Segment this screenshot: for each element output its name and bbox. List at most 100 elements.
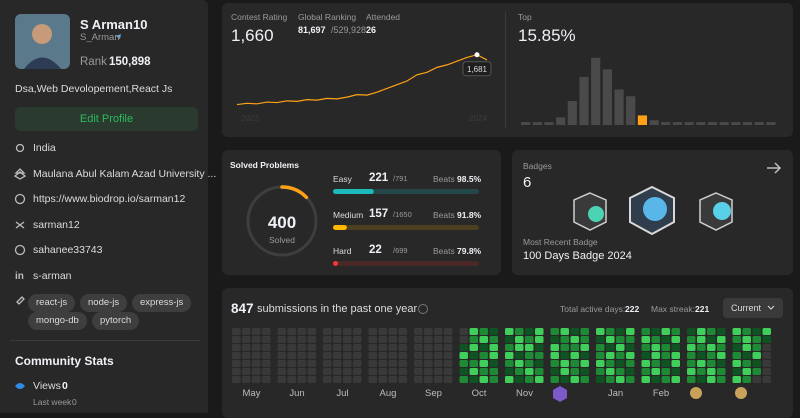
heat-cell	[707, 336, 716, 343]
rating-line	[236, 54, 488, 106]
solved-label: Solved	[269, 235, 295, 245]
heat-cell	[505, 336, 514, 343]
heat-cell	[661, 360, 670, 367]
heat-cell	[489, 368, 498, 375]
heat-cell	[398, 352, 407, 359]
heat-cell	[378, 368, 387, 375]
recent-label: Most Recent Badge	[523, 237, 598, 247]
heat-cell	[697, 328, 706, 335]
heat-cell	[323, 360, 332, 367]
heat-cell	[697, 336, 706, 343]
heat-cell	[469, 328, 478, 335]
rank-label: Rank	[80, 56, 107, 68]
edit-button[interactable]: Edit Profile	[79, 113, 134, 125]
bar	[661, 122, 671, 125]
heat-cell	[414, 336, 423, 343]
level-name: Medium	[333, 210, 364, 220]
heat-cell	[717, 360, 726, 367]
heat-cell	[333, 376, 342, 383]
heat-cell	[560, 344, 569, 351]
heat-cell	[479, 336, 488, 343]
heat-cell	[742, 344, 751, 351]
heat-cell	[732, 344, 741, 351]
heat-cell	[616, 344, 625, 351]
heat-cell	[580, 328, 589, 335]
heat-cell	[671, 368, 680, 375]
bar	[614, 89, 624, 125]
top-value: 15.85%	[518, 26, 576, 45]
heat-cell	[262, 344, 271, 351]
heat-cell	[515, 368, 524, 375]
heat-cell	[707, 328, 716, 335]
heat-cell	[616, 336, 625, 343]
bar	[766, 122, 776, 125]
views: 0	[62, 380, 68, 392]
heat-cell	[560, 376, 569, 383]
heat-cell	[434, 368, 443, 375]
ranking-total: /529,928	[331, 25, 367, 35]
heat-cell	[580, 360, 589, 367]
heat-cell	[343, 360, 352, 367]
month-label: Nov	[516, 388, 533, 399]
heat-cell	[252, 360, 261, 367]
month-label: Sep	[425, 388, 442, 399]
heat-cell	[661, 368, 670, 375]
bar	[532, 122, 542, 125]
heat-cell	[752, 360, 761, 367]
heat-cell	[287, 328, 296, 335]
heat-cell	[580, 344, 589, 351]
heat-cell	[505, 344, 514, 351]
bar	[591, 57, 601, 125]
heat-cell	[333, 368, 342, 375]
heat-cell	[651, 376, 660, 383]
heat-cell	[671, 328, 680, 335]
heat-cell	[515, 344, 524, 351]
heat-cell	[469, 368, 478, 375]
top-label: Top	[518, 12, 532, 22]
heat-cell	[388, 328, 397, 335]
heat-cell	[641, 368, 650, 375]
heat-cell	[424, 336, 433, 343]
heat-cell	[560, 352, 569, 359]
heat-cell	[262, 336, 271, 343]
last-week: 0	[72, 397, 77, 407]
heat-cell	[287, 336, 296, 343]
heat-cell	[525, 328, 534, 335]
edit-button-bg[interactable]	[15, 107, 198, 131]
heat-cell	[434, 336, 443, 343]
heat-cell	[398, 368, 407, 375]
beats-label: Beats	[433, 246, 455, 256]
heat-cell	[424, 328, 433, 335]
ranking-label: Global Ranking	[298, 12, 357, 22]
heat-cell	[626, 328, 635, 335]
heat-cell	[459, 360, 468, 367]
beats: 79.8%	[457, 246, 482, 256]
heat-cell	[596, 376, 605, 383]
badges-count: 6	[523, 174, 532, 191]
heat-cell	[626, 360, 635, 367]
heat-cell	[414, 328, 423, 335]
heat-cell	[398, 376, 407, 383]
heat-cell	[262, 328, 271, 335]
heat-cell	[596, 336, 605, 343]
heat-cell	[343, 336, 352, 343]
detail: s-arman	[33, 270, 72, 282]
heat-cell	[287, 368, 296, 375]
dropdown-bg[interactable]	[723, 298, 783, 318]
heat-cell	[262, 368, 271, 375]
heat-cell	[459, 368, 468, 375]
heat-cell	[232, 352, 241, 359]
heat-cell	[277, 344, 286, 351]
heat-cell	[434, 352, 443, 359]
heat-cell	[525, 336, 534, 343]
heat-cell	[242, 336, 251, 343]
heat-cell	[505, 352, 514, 359]
dropdown[interactable]: Current	[731, 303, 762, 313]
heat-cell	[671, 344, 680, 351]
heat-cell	[626, 352, 635, 359]
badges-arrow[interactable]	[767, 162, 782, 174]
heat-cell	[671, 336, 680, 343]
tag: mongo-db	[28, 312, 87, 330]
heat-cell	[333, 352, 342, 359]
heat-cell	[297, 328, 306, 335]
